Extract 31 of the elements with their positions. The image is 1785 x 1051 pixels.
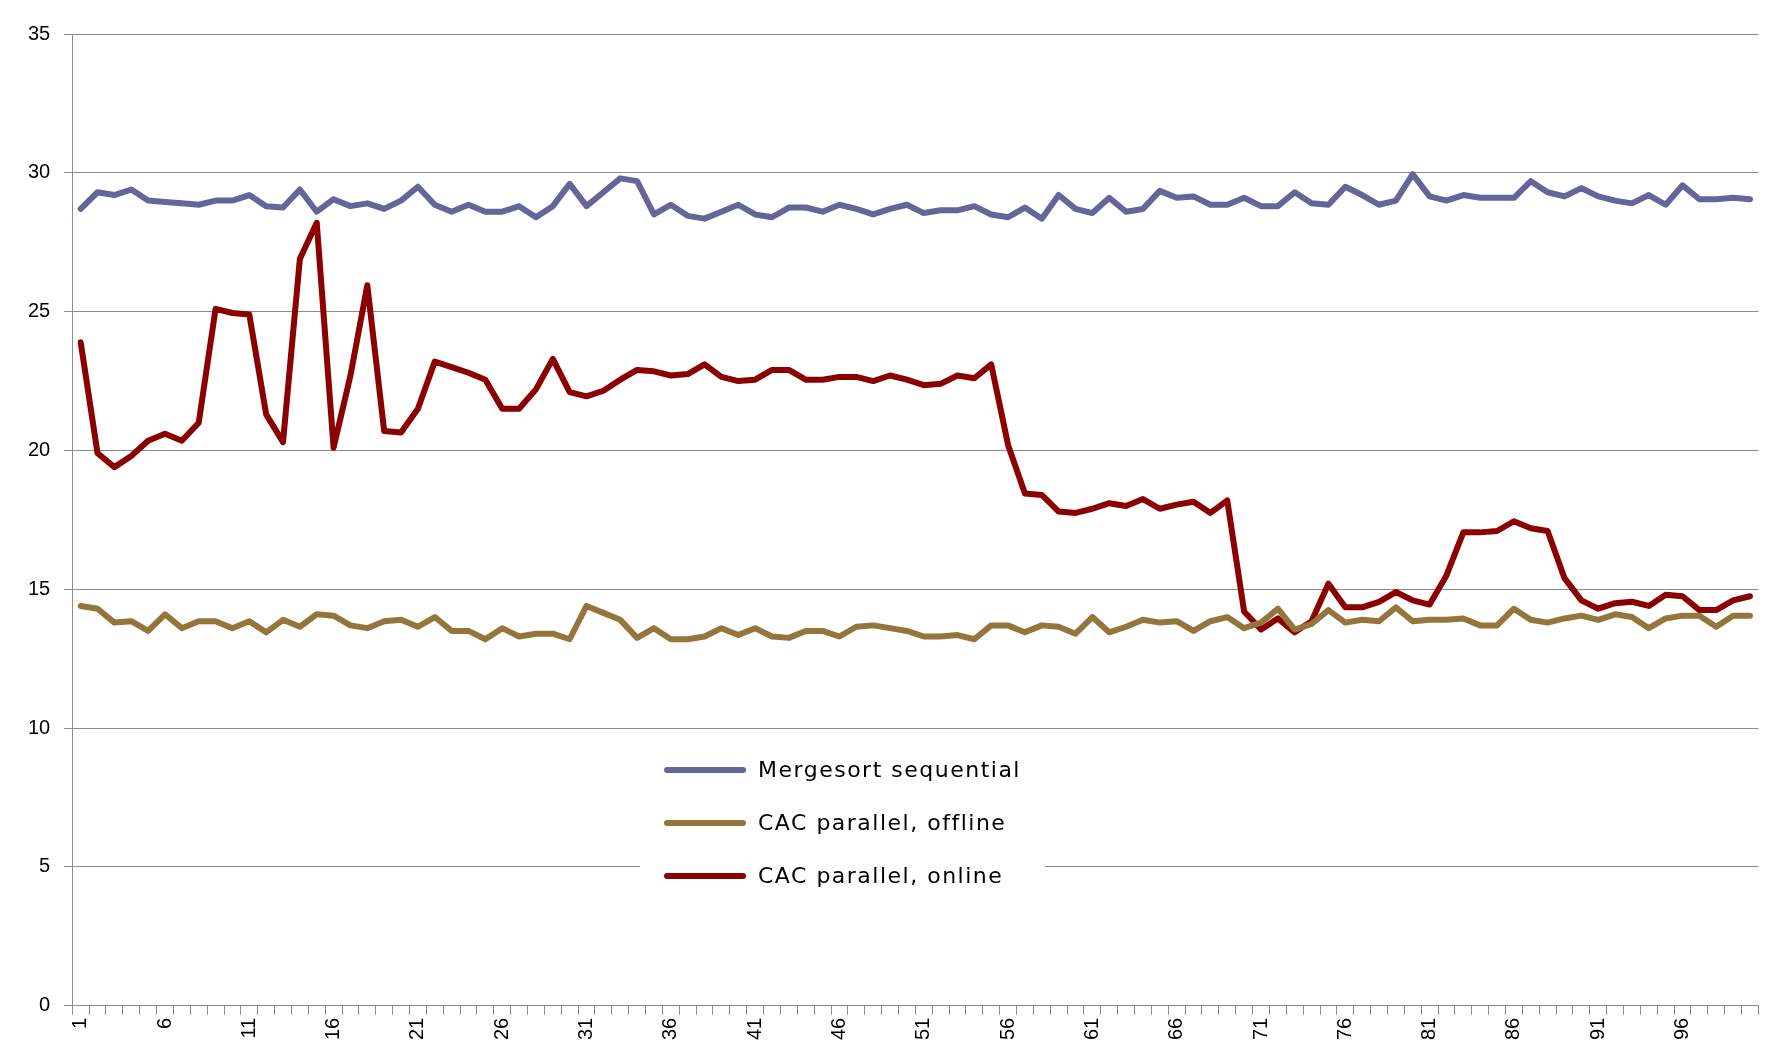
x-tick-label: 41 bbox=[742, 1017, 765, 1040]
y-tick-label: 25 bbox=[28, 299, 51, 322]
x-tick-label: 46 bbox=[826, 1017, 849, 1040]
x-tick-label: 81 bbox=[1417, 1017, 1440, 1040]
x-tick-label: 51 bbox=[911, 1017, 934, 1040]
y-tick-label: 5 bbox=[39, 854, 51, 877]
x-tick-label: 96 bbox=[1670, 1017, 1693, 1040]
x-tick-label: 16 bbox=[321, 1017, 344, 1040]
x-tick-label: 66 bbox=[1164, 1017, 1187, 1040]
y-tick-label: 0 bbox=[39, 993, 51, 1016]
legend-label: Mergesort sequential bbox=[758, 757, 1021, 782]
y-tick-label: 35 bbox=[28, 21, 51, 44]
y-tick-label: 30 bbox=[28, 160, 51, 183]
x-tick-label: 61 bbox=[1079, 1017, 1102, 1040]
x-tick-label: 1 bbox=[68, 1017, 91, 1029]
x-tick-label: 36 bbox=[658, 1017, 681, 1040]
legend-label: CAC parallel, online bbox=[758, 863, 1004, 888]
y-tick-label: 20 bbox=[28, 437, 51, 460]
y-tick-label: 15 bbox=[28, 576, 51, 599]
x-tick-label: 76 bbox=[1332, 1017, 1355, 1040]
x-tick-label: 71 bbox=[1248, 1017, 1271, 1040]
x-tick-label: 31 bbox=[574, 1017, 597, 1040]
x-tick-label: 86 bbox=[1501, 1017, 1524, 1040]
x-tick-label: 26 bbox=[489, 1017, 512, 1040]
x-tick-label: 56 bbox=[995, 1017, 1018, 1040]
x-tick-label: 6 bbox=[152, 1017, 175, 1029]
x-tick-label: 91 bbox=[1585, 1017, 1608, 1040]
x-tick-label: 11 bbox=[236, 1017, 259, 1039]
x-tick-label: 21 bbox=[405, 1017, 428, 1040]
y-tick-label: 10 bbox=[28, 715, 51, 738]
legend-label: CAC parallel, offline bbox=[758, 810, 1007, 835]
